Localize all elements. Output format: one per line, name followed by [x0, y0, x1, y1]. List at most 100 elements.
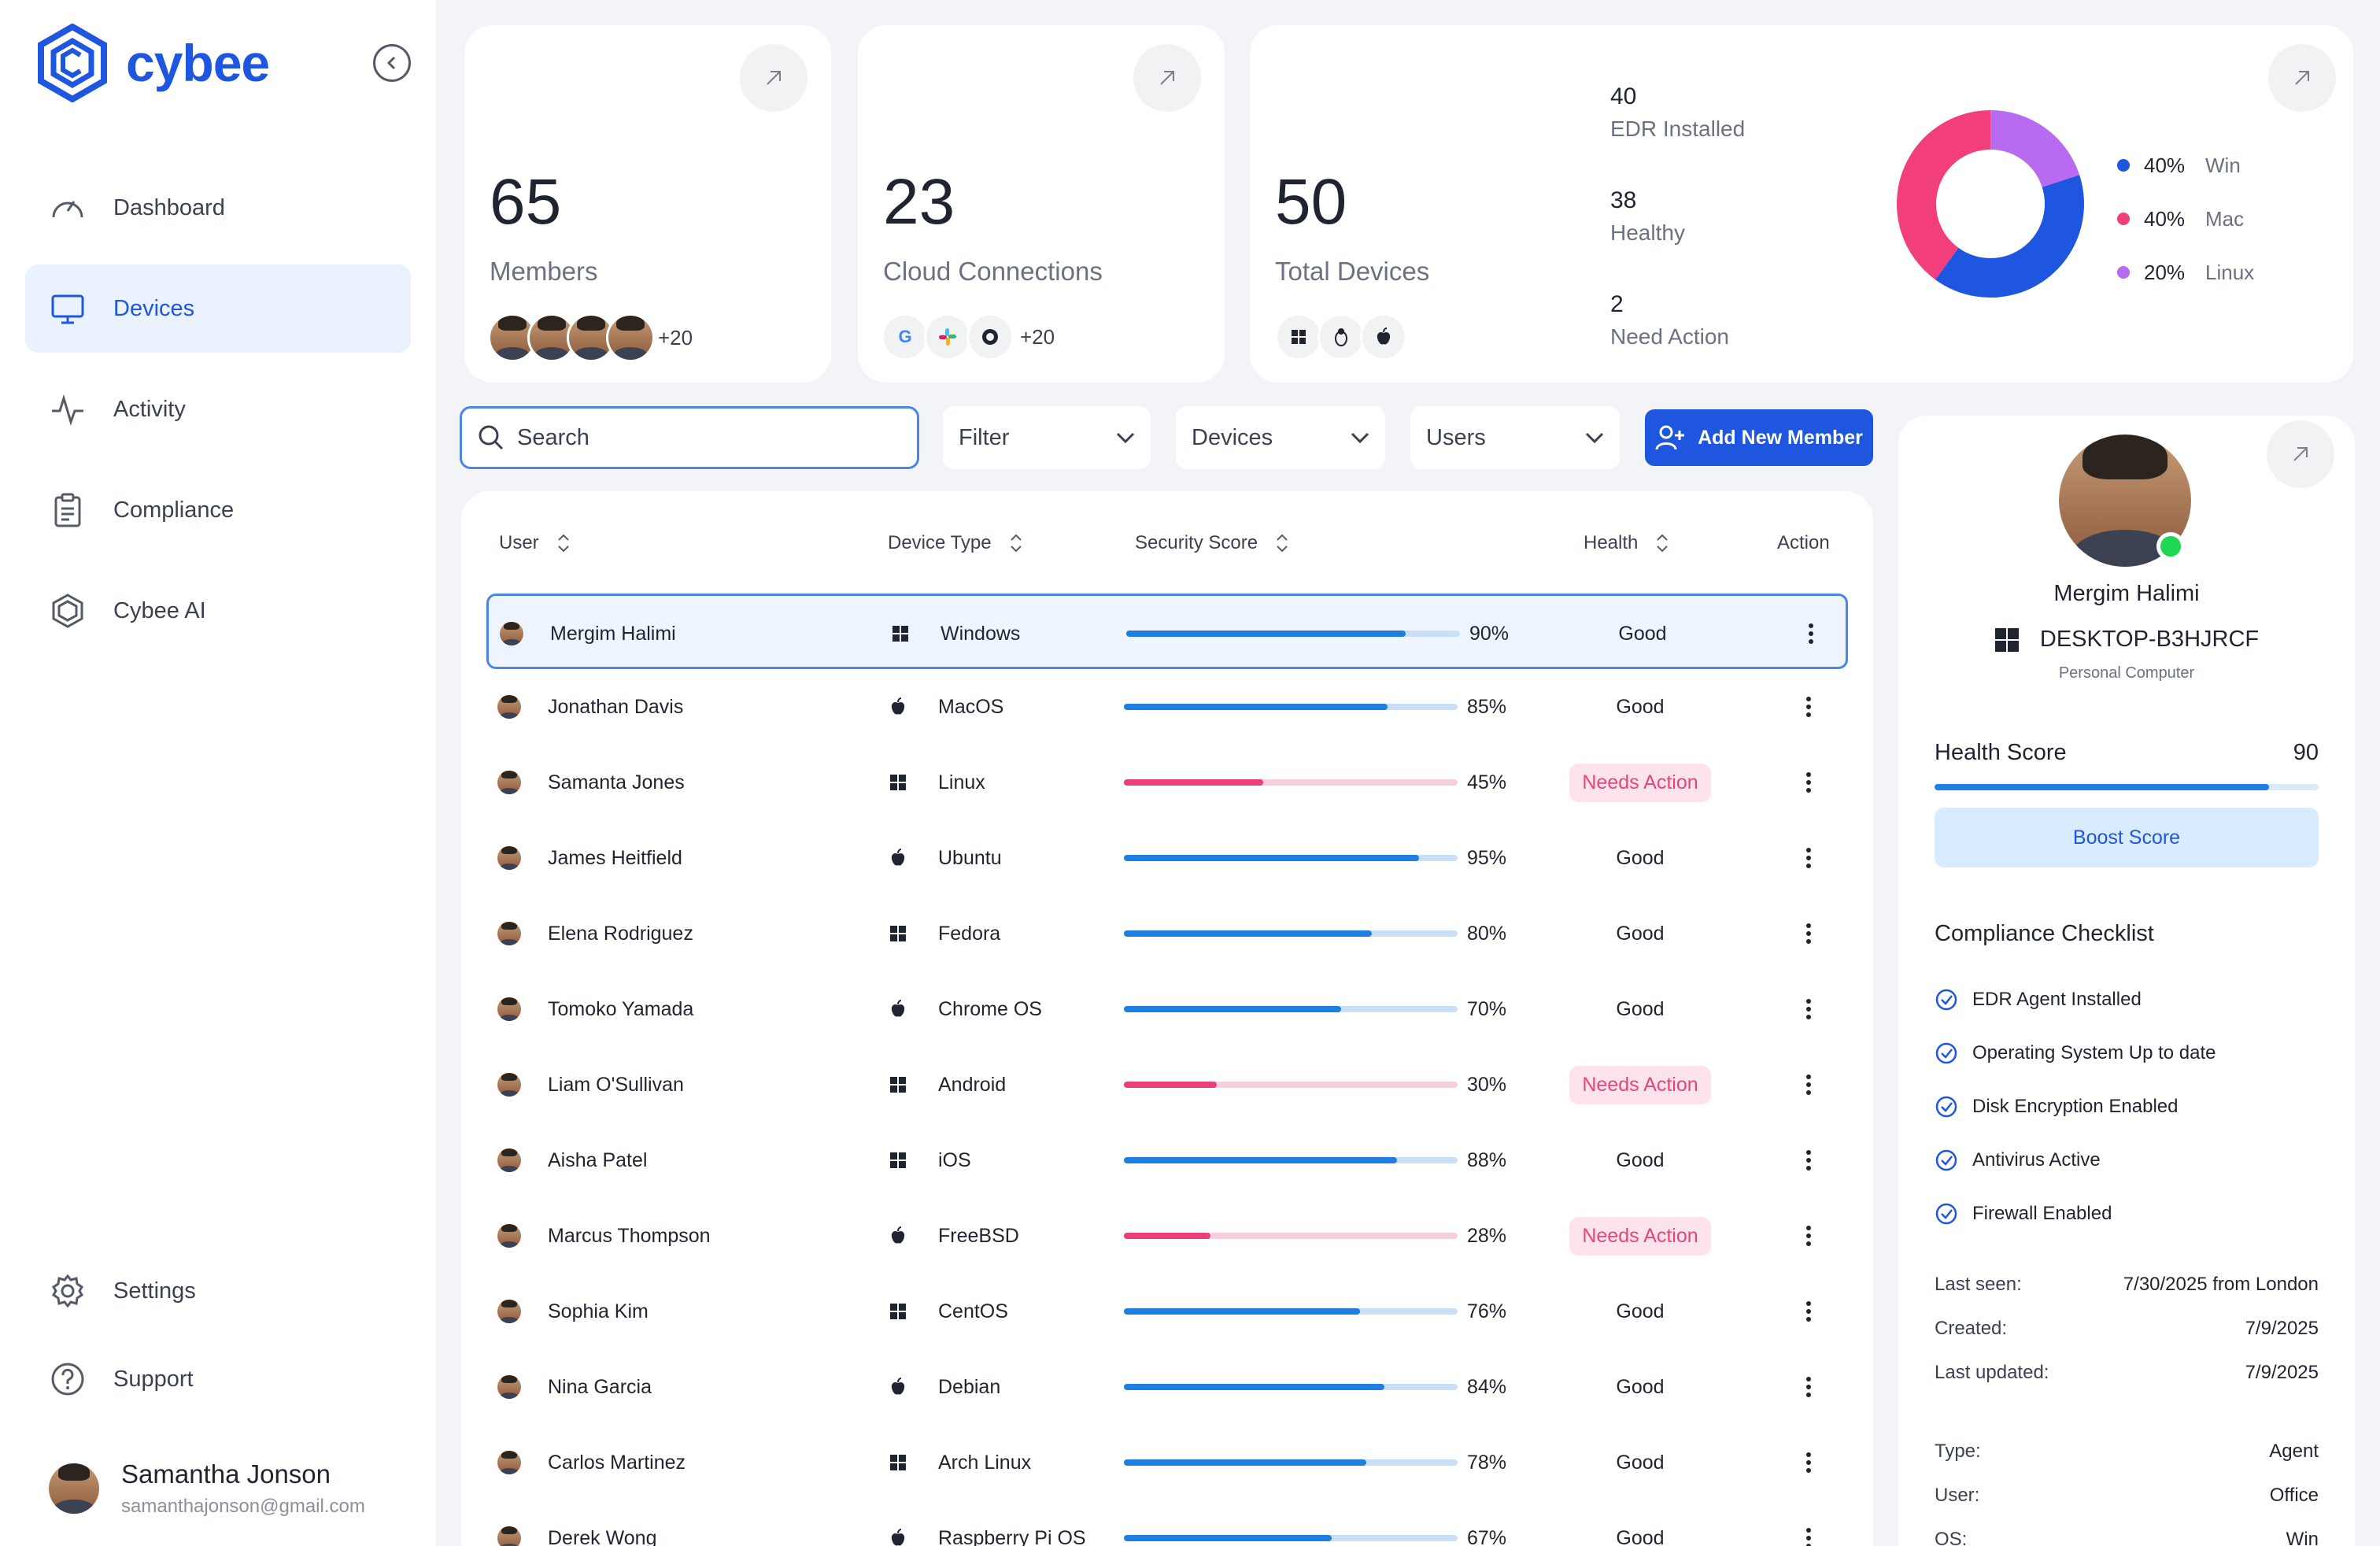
device-type: iOS: [938, 1148, 971, 1171]
security-score-bar: [1124, 1233, 1458, 1239]
legend-item-win: 40% Win: [2117, 139, 2254, 192]
devices-dropdown[interactable]: Devices: [1176, 406, 1385, 469]
row-actions-button[interactable]: [1799, 1123, 1818, 1198]
row-actions-button[interactable]: [1799, 820, 1818, 896]
row-actions-button[interactable]: [1802, 596, 1820, 671]
row-actions-button[interactable]: [1799, 896, 1818, 971]
header-user[interactable]: User: [499, 532, 571, 554]
apple-icon: [889, 1000, 907, 1019]
table-row[interactable]: Sophia Kim CentOS 76% Good: [486, 1274, 1848, 1349]
arrow-up-right-icon: [2293, 447, 2308, 461]
user-cell: Carlos Martinez: [497, 1425, 686, 1500]
legend-dot: [2117, 266, 2130, 279]
compliance-checklist-title: Compliance Checklist: [1935, 921, 2154, 946]
hexagon-logo-icon: [49, 592, 87, 630]
device-type: MacOS: [938, 695, 1004, 718]
device-cell: Fedora: [889, 896, 1000, 971]
row-actions-button[interactable]: [1799, 1274, 1818, 1349]
security-score-bar: [1124, 1082, 1458, 1088]
table-row[interactable]: Carlos Martinez Arch Linux 78% Good: [486, 1425, 1848, 1500]
device-cell: iOS: [889, 1123, 971, 1198]
health-score-value: 90: [2293, 740, 2319, 765]
meta-value: 7/9/2025: [2245, 1318, 2319, 1339]
user-cell: Tomoko Yamada: [497, 971, 693, 1047]
row-actions-button[interactable]: [1799, 745, 1818, 820]
security-score-bar: [1124, 1157, 1458, 1163]
sidebar-item-devices[interactable]: Devices: [25, 264, 411, 353]
security-score-fill: [1126, 631, 1406, 637]
sidebar-item-settings[interactable]: Settings: [25, 1253, 411, 1329]
row-actions-button[interactable]: [1799, 1349, 1818, 1425]
expand-button[interactable]: [1133, 44, 1201, 112]
meta-key: Last seen:: [1935, 1274, 2022, 1295]
row-actions-button[interactable]: [1799, 1047, 1818, 1123]
table-row[interactable]: Aisha Patel iOS 88% Good: [486, 1123, 1848, 1198]
health-score-bar: [1935, 784, 2319, 790]
legend-item-linux: 20% Linux: [2117, 246, 2254, 299]
search-icon: [479, 425, 504, 450]
logo[interactable]: cybee: [36, 24, 270, 102]
chevron-left-icon: [386, 56, 396, 70]
header-health[interactable]: Health: [1584, 532, 1669, 554]
meta-value: 7/30/2025 from London: [2123, 1274, 2319, 1295]
sidebar-item-label: Support: [113, 1366, 194, 1392]
row-actions-button[interactable]: [1799, 1500, 1818, 1546]
user-profile[interactable]: Samantha Jonson samanthajonson@gmail.com: [49, 1459, 365, 1518]
devices-overview-card: [1250, 25, 2353, 383]
row-actions-button[interactable]: [1799, 1425, 1818, 1500]
table-row[interactable]: Tomoko Yamada Chrome OS 70% Good: [486, 971, 1848, 1047]
expand-button[interactable]: [740, 44, 808, 112]
check-circle-icon: [1935, 1042, 1957, 1064]
filter-dropdown[interactable]: Filter: [943, 406, 1151, 469]
avatar: [49, 1463, 99, 1514]
table-row[interactable]: Marcus Thompson FreeBSD 28% Needs Action: [486, 1198, 1848, 1274]
expand-button[interactable]: [2268, 44, 2336, 112]
windows-icon: [889, 1454, 907, 1471]
device-type: Raspberry Pi OS: [938, 1526, 1086, 1546]
expand-button[interactable]: [2267, 420, 2334, 488]
user-cell: Elena Rodriguez: [497, 896, 693, 971]
sidebar-item-label: Settings: [113, 1278, 196, 1304]
table-row[interactable]: Nina Garcia Debian 84% Good: [486, 1349, 1848, 1425]
collapse-sidebar-button[interactable]: [373, 44, 411, 82]
row-actions-button[interactable]: [1799, 669, 1818, 745]
table-row[interactable]: Jonathan Davis MacOS 85% Good: [486, 669, 1848, 745]
more-vertical-icon: [1806, 1226, 1811, 1246]
meta-value: Win: [2286, 1529, 2319, 1546]
add-new-member-button[interactable]: Add New Member: [1645, 409, 1873, 466]
sidebar-item-activity[interactable]: Activity: [25, 365, 411, 453]
security-score-bar: [1124, 1308, 1458, 1315]
device-type: Android: [938, 1073, 1007, 1096]
detail-device: DESKTOP-B3HJRCF: [1898, 627, 2355, 653]
table-row[interactable]: Liam O'Sullivan Android 30% Needs Action: [486, 1047, 1848, 1123]
table-row[interactable]: Elena Rodriguez Fedora 80% Good: [486, 896, 1848, 971]
security-score-value: 78%: [1467, 1451, 1507, 1474]
table-row[interactable]: Mergim Halimi Windows 90% Good: [486, 594, 1848, 669]
header-device-type[interactable]: Device Type: [888, 532, 1023, 554]
row-actions-button[interactable]: [1799, 1198, 1818, 1274]
security-score-fill: [1124, 855, 1419, 861]
need-action-label: Need Action: [1610, 324, 1729, 349]
windows-icon: [889, 1076, 907, 1093]
boost-score-button[interactable]: Boost Score: [1935, 808, 2319, 867]
sidebar-item-cybee-ai[interactable]: Cybee AI: [25, 567, 411, 655]
user-cell: Liam O'Sullivan: [497, 1047, 684, 1123]
table-row[interactable]: Derek Wong Raspberry Pi OS 67% Good: [486, 1500, 1848, 1546]
sidebar-item-support[interactable]: Support: [25, 1341, 411, 1417]
search-box[interactable]: [460, 406, 919, 469]
sidebar-item-dashboard[interactable]: Dashboard: [25, 164, 411, 252]
health-status: Good: [1616, 997, 1665, 1020]
table-row[interactable]: James Heitfield Ubuntu 95% Good: [486, 820, 1848, 896]
security-score-fill: [1124, 1006, 1341, 1012]
device-type: Linux: [938, 771, 985, 793]
header-security-score[interactable]: Security Score: [1135, 532, 1289, 554]
meta-row: Type: Agent: [1935, 1441, 2319, 1463]
needs-action-badge: Needs Action: [1569, 1216, 1711, 1256]
table-row[interactable]: Samanta Jones Linux 45% Needs Action: [486, 745, 1848, 820]
users-dropdown[interactable]: Users: [1410, 406, 1620, 469]
sidebar-item-compliance[interactable]: Compliance: [25, 466, 411, 554]
search-input[interactable]: [517, 424, 895, 451]
row-actions-button[interactable]: [1799, 971, 1818, 1047]
sidebar-nav: Dashboard Devices Activity Compliance: [25, 164, 411, 668]
security-score-value: 84%: [1467, 1375, 1507, 1398]
